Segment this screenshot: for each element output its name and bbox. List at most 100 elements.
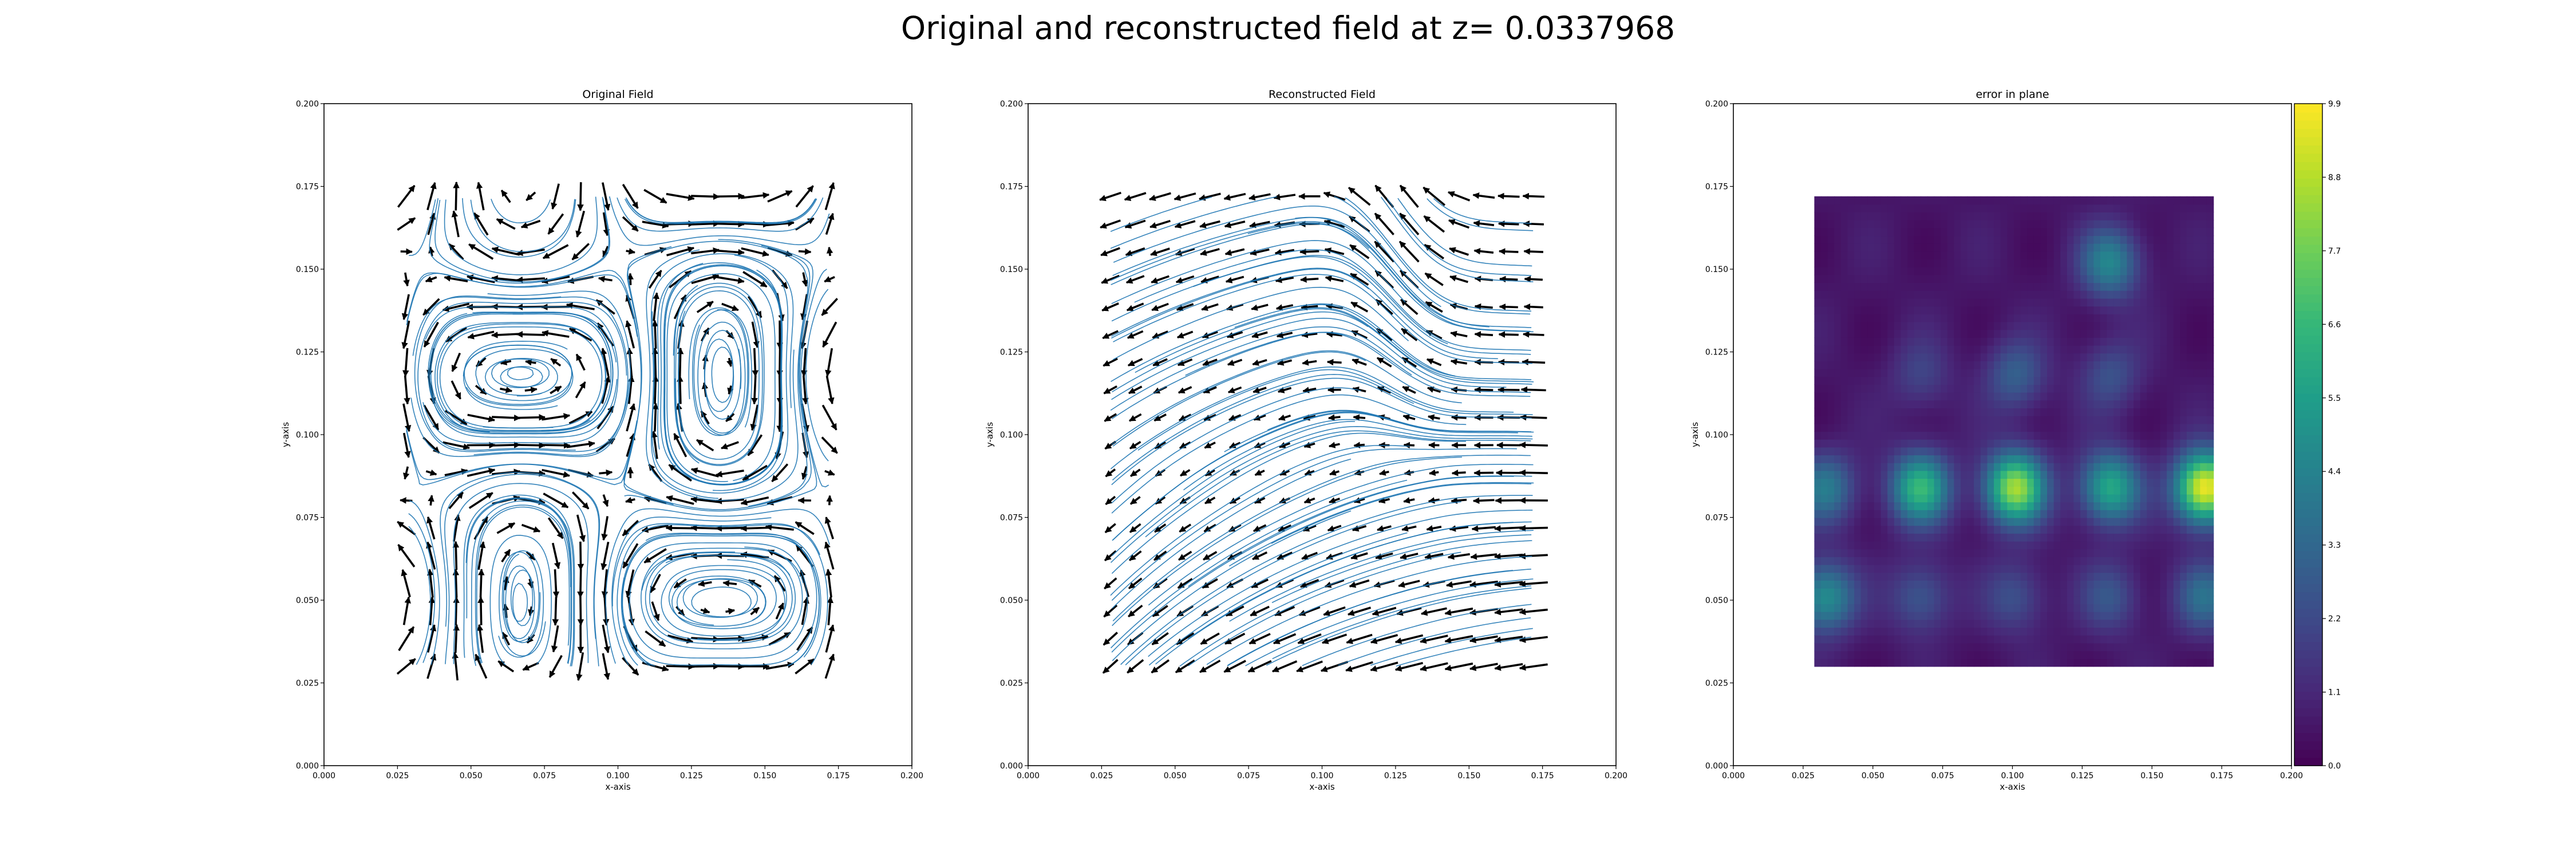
streamline — [1433, 198, 1511, 223]
heatmap-cell — [2067, 635, 2075, 644]
heatmap-cell — [2147, 212, 2154, 220]
quiver-arrow — [577, 597, 584, 626]
heatmap-cell — [2107, 564, 2114, 573]
heatmap-cell — [2167, 400, 2174, 408]
heatmap-cell — [1821, 423, 1828, 432]
heatmap-cell — [2134, 541, 2141, 550]
streamline — [1180, 373, 1415, 432]
heatmap-cell — [2206, 353, 2214, 361]
heatmap-cell — [2093, 635, 2101, 644]
heatmap-cell — [2007, 541, 2014, 550]
heatmap-cell — [2080, 580, 2088, 589]
heatmap-cell — [1934, 235, 1941, 244]
heatmap-cell — [2007, 478, 2014, 487]
heatmap-cell — [2080, 447, 2088, 456]
heatmap-cell — [1967, 455, 1974, 463]
heatmap-cell — [2200, 314, 2207, 322]
heatmap-cell — [1887, 290, 1895, 299]
heatmap-cell — [1907, 345, 1915, 354]
heatmap-cell — [2180, 212, 2187, 220]
streamline — [1416, 379, 1531, 397]
heatmap-cell — [1994, 219, 2001, 228]
quiver-arrow — [1277, 551, 1293, 560]
heatmap-cell — [2000, 219, 2008, 228]
heatmap-cell — [2160, 447, 2167, 456]
heatmap-cell — [2193, 251, 2200, 260]
heatmap-cell — [1961, 274, 1968, 283]
heatmap-cell — [2160, 282, 2167, 291]
heatmap-cell — [1921, 376, 1928, 385]
heatmap-cell — [1814, 658, 1822, 667]
heatmap-cell — [1827, 400, 1835, 408]
heatmap-cell — [1894, 439, 1902, 448]
quiver-arrow — [401, 294, 410, 321]
heatmap-cell — [2100, 486, 2108, 495]
heatmap-cell — [1987, 196, 1994, 205]
quiver-arrow — [1497, 192, 1520, 200]
heatmap-cell — [2200, 431, 2207, 440]
heatmap-cell — [2093, 314, 2101, 322]
heatmap-cell — [2120, 400, 2128, 408]
heatmap-cell — [1867, 392, 1875, 401]
heatmap-cell — [2080, 219, 2088, 228]
heatmap-cell — [2020, 274, 2028, 283]
heatmap-cell — [1980, 345, 1988, 354]
heatmap-cell — [2193, 596, 2200, 604]
heatmap-cell — [1980, 651, 1988, 659]
heatmap-cell — [1947, 596, 1955, 604]
quiver-arrow — [691, 193, 720, 200]
heatmap-cell — [1974, 329, 1981, 338]
heatmap-cell — [1941, 572, 1948, 581]
heatmap-cell — [2180, 400, 2187, 408]
heatmap-cell — [1987, 533, 1994, 542]
heatmap-cell — [1934, 400, 1941, 408]
heatmap-cell — [1894, 494, 1902, 503]
x-tick-label: 0.100 — [2001, 771, 2024, 781]
heatmap-cell — [2187, 611, 2194, 620]
quiver-arrow — [1153, 550, 1167, 561]
heatmap-cell — [2000, 470, 2008, 479]
heatmap-cell — [2007, 572, 2014, 581]
heatmap-cell — [1941, 447, 1948, 456]
heatmap-cell — [1894, 306, 1902, 314]
streamline — [473, 326, 629, 456]
quiver-arrow — [1279, 469, 1290, 476]
heatmap-cell — [1987, 494, 1994, 503]
quiver-arrow — [1204, 497, 1216, 505]
quiver-arrow — [516, 331, 545, 338]
heatmap-cell — [1860, 439, 1868, 448]
heatmap-cell — [1941, 439, 1948, 448]
heatmap-cell — [1967, 274, 1974, 283]
heatmap-cell — [1814, 643, 1822, 652]
heatmap-cell — [2027, 658, 2034, 667]
heatmap-cell — [1954, 243, 1961, 252]
heatmap-cell — [2120, 368, 2128, 377]
heatmap-cell — [2000, 290, 2008, 299]
heatmap-cell — [1834, 549, 1842, 557]
heatmap-cell — [1860, 478, 1868, 487]
heatmap-cell — [2047, 611, 2055, 620]
streamline — [1463, 578, 1534, 589]
colorbar-step — [2294, 584, 2322, 593]
streamline — [524, 196, 598, 275]
quiver-arrow — [690, 524, 720, 531]
quiver-arrow — [1227, 358, 1243, 366]
colorbar-step — [2294, 526, 2322, 535]
quiver-arrow — [715, 470, 744, 478]
heatmap-cell — [2047, 235, 2055, 244]
heatmap-cell — [2187, 643, 2194, 652]
quiver-arrow — [1403, 497, 1415, 504]
quiver-arrow — [452, 651, 459, 681]
heatmap-cell — [2060, 337, 2068, 346]
heatmap-cell — [1994, 423, 2001, 432]
heatmap-cell — [2053, 596, 2061, 604]
heatmap-cell — [2113, 251, 2121, 260]
heatmap-cell — [2120, 431, 2128, 440]
streamline — [1369, 379, 1533, 416]
heatmap-cell — [1934, 298, 1941, 307]
streamline — [1227, 303, 1456, 377]
heatmap-cell — [1947, 486, 1955, 495]
heatmap-cell — [2134, 580, 2141, 589]
heatmap-cell — [1967, 557, 1974, 565]
